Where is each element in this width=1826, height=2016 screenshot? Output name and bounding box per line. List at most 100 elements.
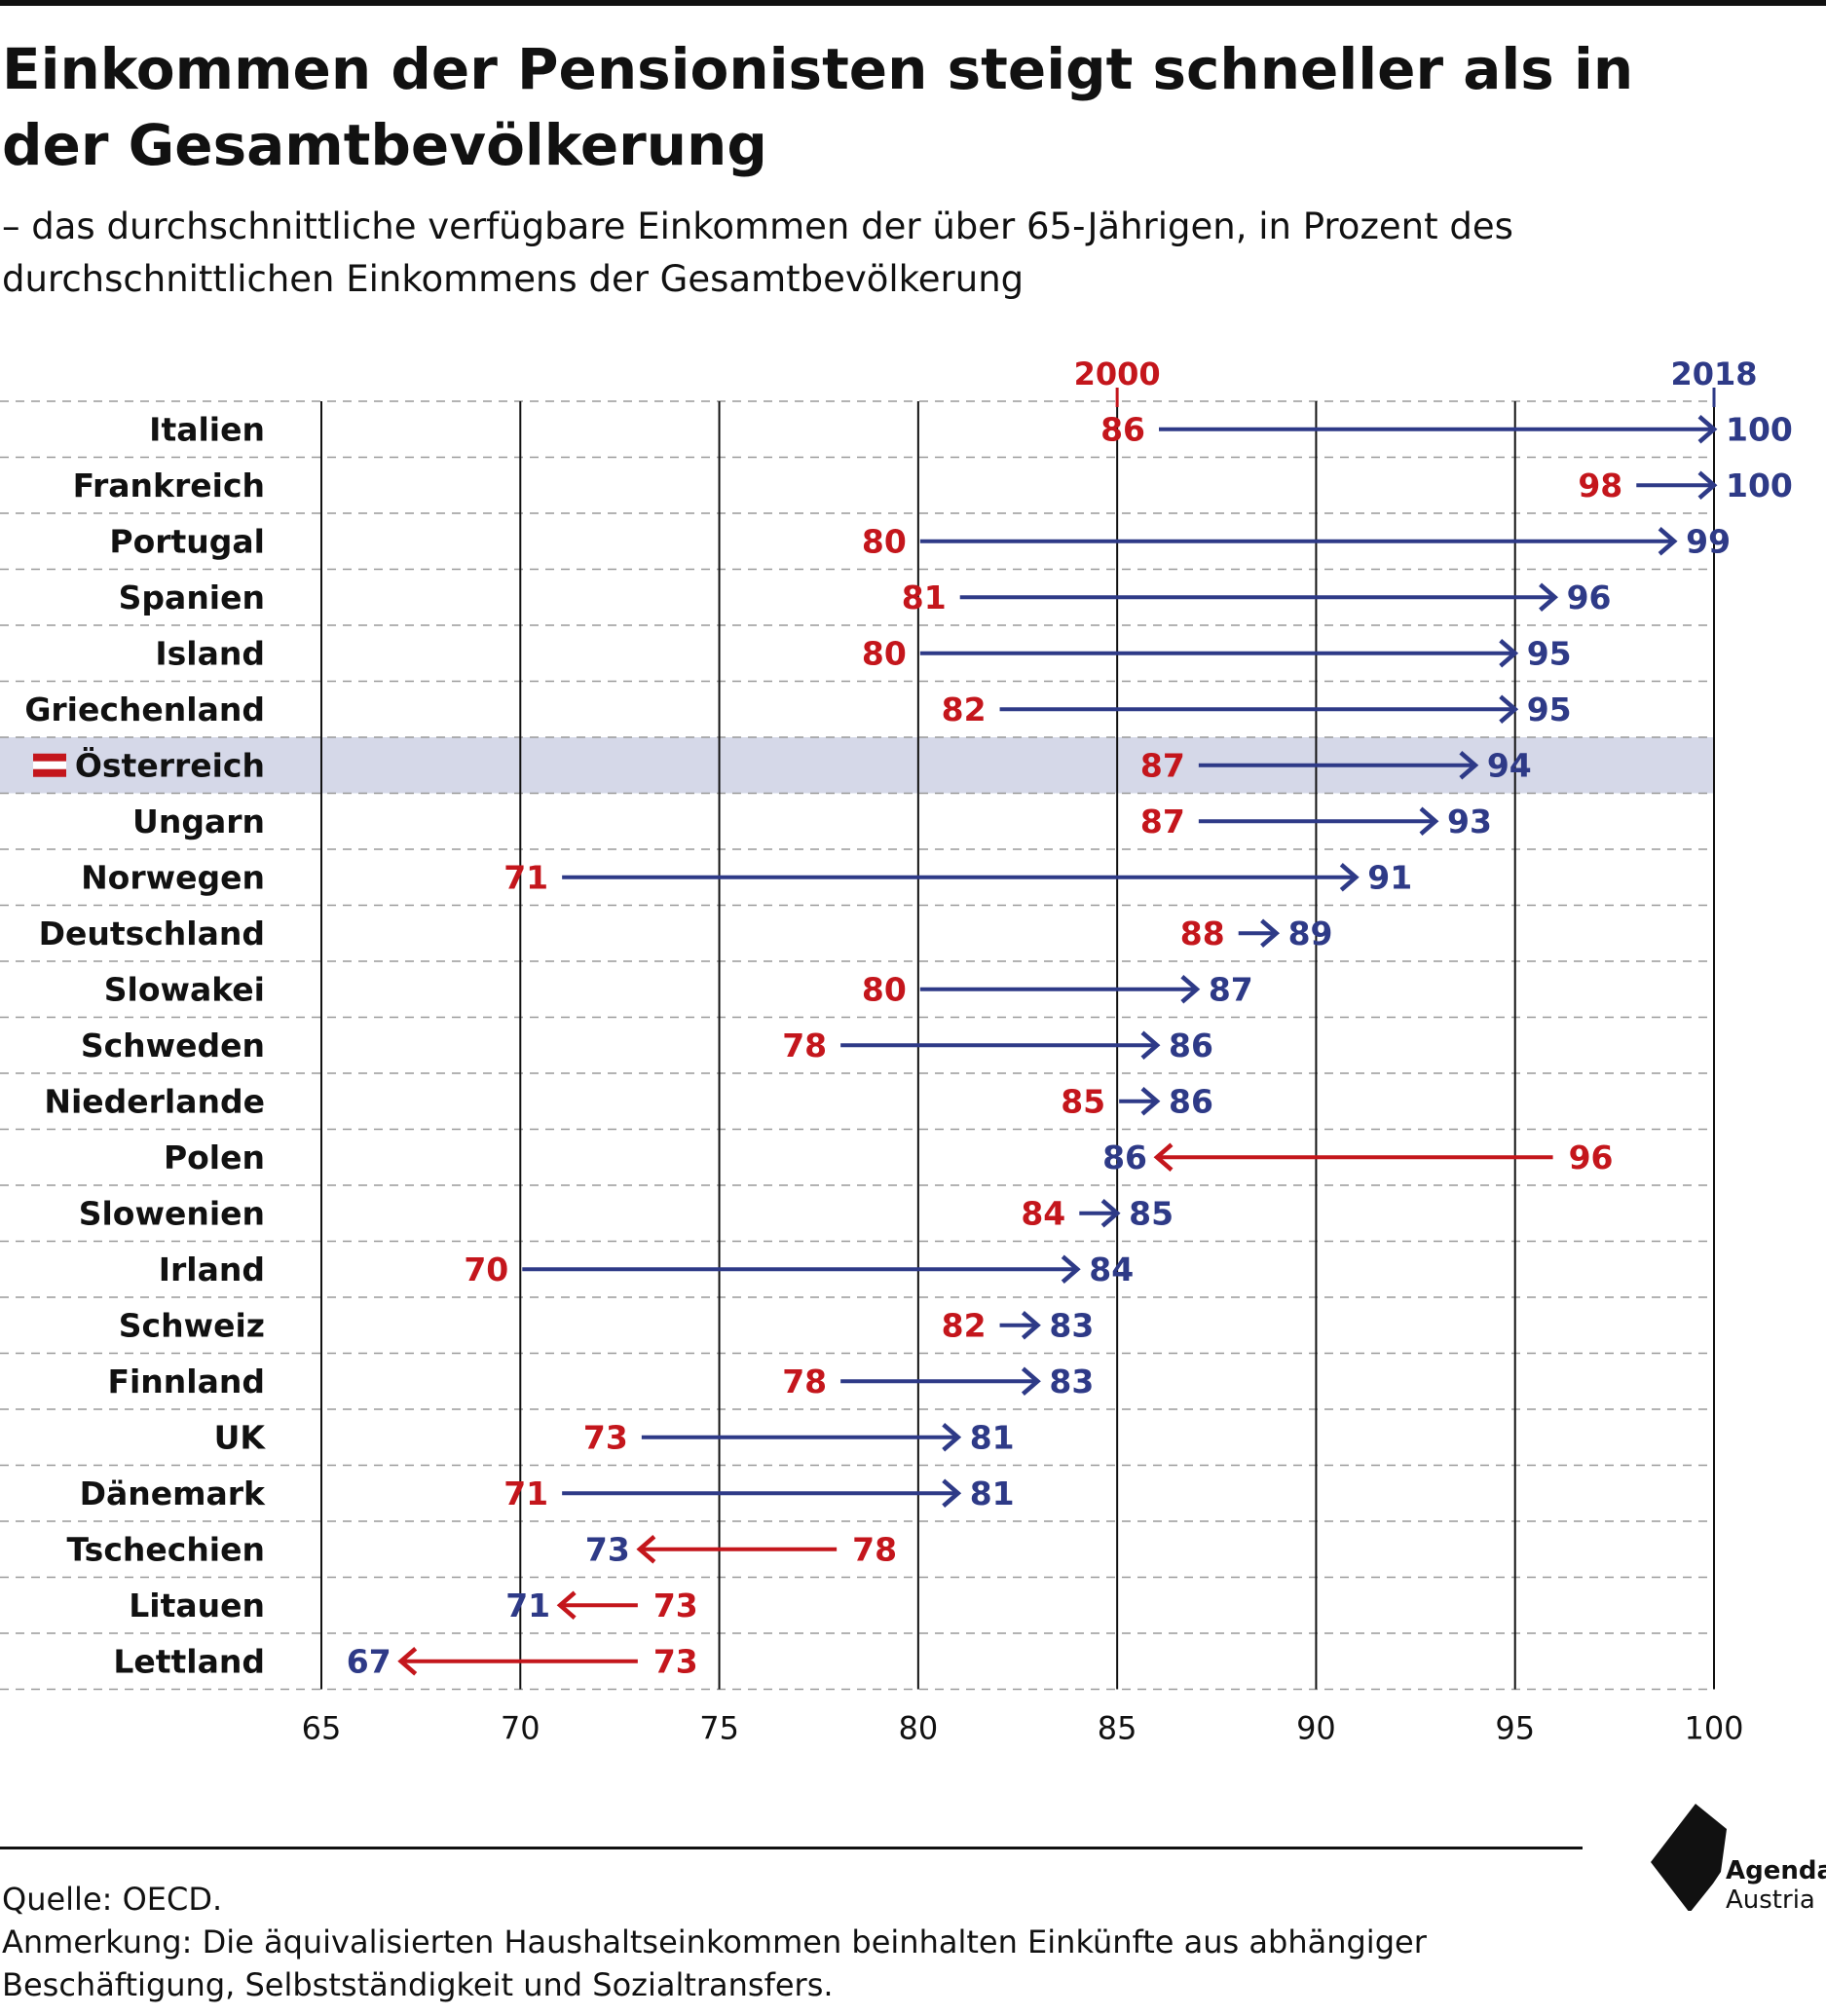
value-2000-label: 87 [1140, 746, 1185, 784]
value-2018-label: 87 [1209, 970, 1253, 1008]
value-2000-label: 80 [862, 634, 907, 672]
country-label: Slowenien [79, 1194, 265, 1232]
row-irland: Irland 70 84 [159, 1251, 1134, 1288]
row-uk: UK 73 81 [214, 1418, 1015, 1456]
country-label: Schweiz [119, 1306, 265, 1344]
value-2018-label: 81 [970, 1418, 1015, 1456]
arrow-head [1459, 751, 1479, 780]
row-schweden: Schweden 78 86 [81, 1027, 1213, 1064]
arrow-head [397, 1647, 418, 1676]
value-2018-label: 91 [1367, 858, 1412, 896]
arrow-head [1539, 582, 1559, 612]
value-2018-label: 86 [1169, 1027, 1213, 1064]
value-2000-label: 85 [1061, 1082, 1105, 1120]
flag-red-bottom [33, 768, 66, 777]
row-niederlande: Niederlande 85 86 [44, 1082, 1213, 1120]
reference-label-2018: 2018 [1670, 355, 1757, 392]
arrow-head [1499, 639, 1519, 668]
flag-white [33, 761, 66, 769]
x-tick-label: 75 [699, 1710, 739, 1747]
arrow-head [1140, 1087, 1161, 1116]
row-litauen: Litauen 73 71 [129, 1587, 698, 1624]
arrow-head [1021, 1366, 1041, 1396]
value-2000-label: 80 [862, 970, 907, 1008]
arrow-head [1061, 1254, 1081, 1284]
value-2018-label: 99 [1686, 522, 1731, 560]
value-2000-label: 96 [1569, 1139, 1614, 1176]
value-2000-label: 73 [653, 1642, 698, 1680]
country-label: Österreich [75, 745, 265, 784]
value-2018-label: 89 [1288, 915, 1333, 952]
arrow-head [1260, 918, 1281, 948]
value-2000-label: 78 [782, 1363, 827, 1400]
value-2018-label: 86 [1102, 1139, 1147, 1176]
arrow-head [1140, 1030, 1161, 1060]
row-deutschland: Deutschland 88 89 [39, 915, 1333, 952]
value-2000-label: 73 [583, 1418, 628, 1456]
row-frankreich: Frankreich 98 100 [73, 467, 1793, 504]
row-finnland: Finnland 78 83 [107, 1363, 1094, 1400]
value-2018-label: 81 [970, 1475, 1015, 1512]
row-ungarn: Ungarn 87 93 [132, 803, 1492, 840]
x-tick-label: 65 [302, 1710, 342, 1747]
footer: Quelle: OECD. Anmerkung: Die äquivalisie… [2, 1878, 1599, 2006]
dumbbell-chart: 2000 2018 65 70 75 80 85 90 95 100 Italien 86 100F… [0, 355, 1793, 1747]
value-2000-label: 82 [942, 691, 987, 728]
country-label: Spanien [119, 579, 265, 616]
value-2018-label: 83 [1049, 1363, 1094, 1400]
row-österreich: Österreich 87 94 [33, 745, 1532, 784]
row-island: Island 80 95 [155, 634, 1571, 672]
value-2000-label: 81 [902, 579, 947, 616]
arrow-head [1697, 470, 1718, 500]
arrow-head [942, 1423, 962, 1452]
value-2000-label: 70 [464, 1251, 508, 1288]
footer-rule [0, 1847, 1583, 1849]
value-2000-label: 84 [1021, 1194, 1065, 1232]
x-tick-label: 80 [898, 1710, 938, 1747]
country-label: Polen [164, 1139, 265, 1176]
arrow-head [1339, 863, 1360, 892]
arrow-head [942, 1478, 962, 1508]
row-polen: Polen 96 86 [164, 1139, 1614, 1176]
row-schweiz: Schweiz 82 83 [119, 1306, 1095, 1344]
arrow-head [1153, 1142, 1174, 1172]
country-label: Finnland [107, 1363, 265, 1400]
logo-text-agenda: Agenda [1726, 1856, 1826, 1885]
value-2018-label: 94 [1487, 746, 1532, 784]
top-rule [0, 0, 1826, 6]
country-label: Litauen [129, 1587, 265, 1624]
row-spanien: Spanien 81 96 [119, 579, 1612, 616]
value-2000-label: 78 [852, 1530, 897, 1568]
country-label: Frankreich [73, 467, 265, 504]
arrow-head [1100, 1199, 1121, 1228]
value-2018-label: 67 [347, 1642, 391, 1680]
value-2000-label: 71 [503, 858, 548, 896]
row-portugal: Portugal 80 99 [109, 522, 1731, 560]
x-tick-label: 100 [1684, 1710, 1743, 1747]
value-2018-label: 73 [585, 1530, 630, 1568]
flag-red-top [33, 753, 66, 762]
row-slowakei: Slowakei 80 87 [104, 970, 1253, 1008]
x-tick-label: 70 [501, 1710, 540, 1747]
value-2000-label: 71 [503, 1475, 548, 1512]
country-label: Lettland [113, 1642, 265, 1680]
value-2018-label: 85 [1129, 1194, 1174, 1232]
value-2000-label: 98 [1578, 467, 1622, 504]
value-2018-label: 86 [1169, 1082, 1213, 1120]
country-label: Norwegen [81, 858, 265, 896]
value-2018-label: 95 [1527, 691, 1572, 728]
value-2000-label: 88 [1180, 915, 1225, 952]
country-label: Deutschland [39, 915, 265, 952]
chart-subtitle: – das durchschnittliche verfügbare Einko… [2, 205, 1513, 300]
row-lettland: Lettland 73 67 [113, 1642, 697, 1680]
logo-text-austria: Austria [1726, 1885, 1815, 1915]
country-label: Griechenland [24, 691, 265, 728]
country-label: Tschechien [67, 1530, 265, 1568]
arrow-head [1419, 806, 1439, 836]
remark-line-1: Anmerkung: Die äquivalisierten Haushalts… [2, 1923, 1427, 1960]
value-2018-label: 93 [1447, 803, 1492, 840]
arrow-head [1021, 1311, 1041, 1340]
agenda-austria-logo-icon [1651, 1804, 1727, 1911]
value-2018-label: 95 [1527, 634, 1572, 672]
arrow-head [556, 1590, 577, 1620]
